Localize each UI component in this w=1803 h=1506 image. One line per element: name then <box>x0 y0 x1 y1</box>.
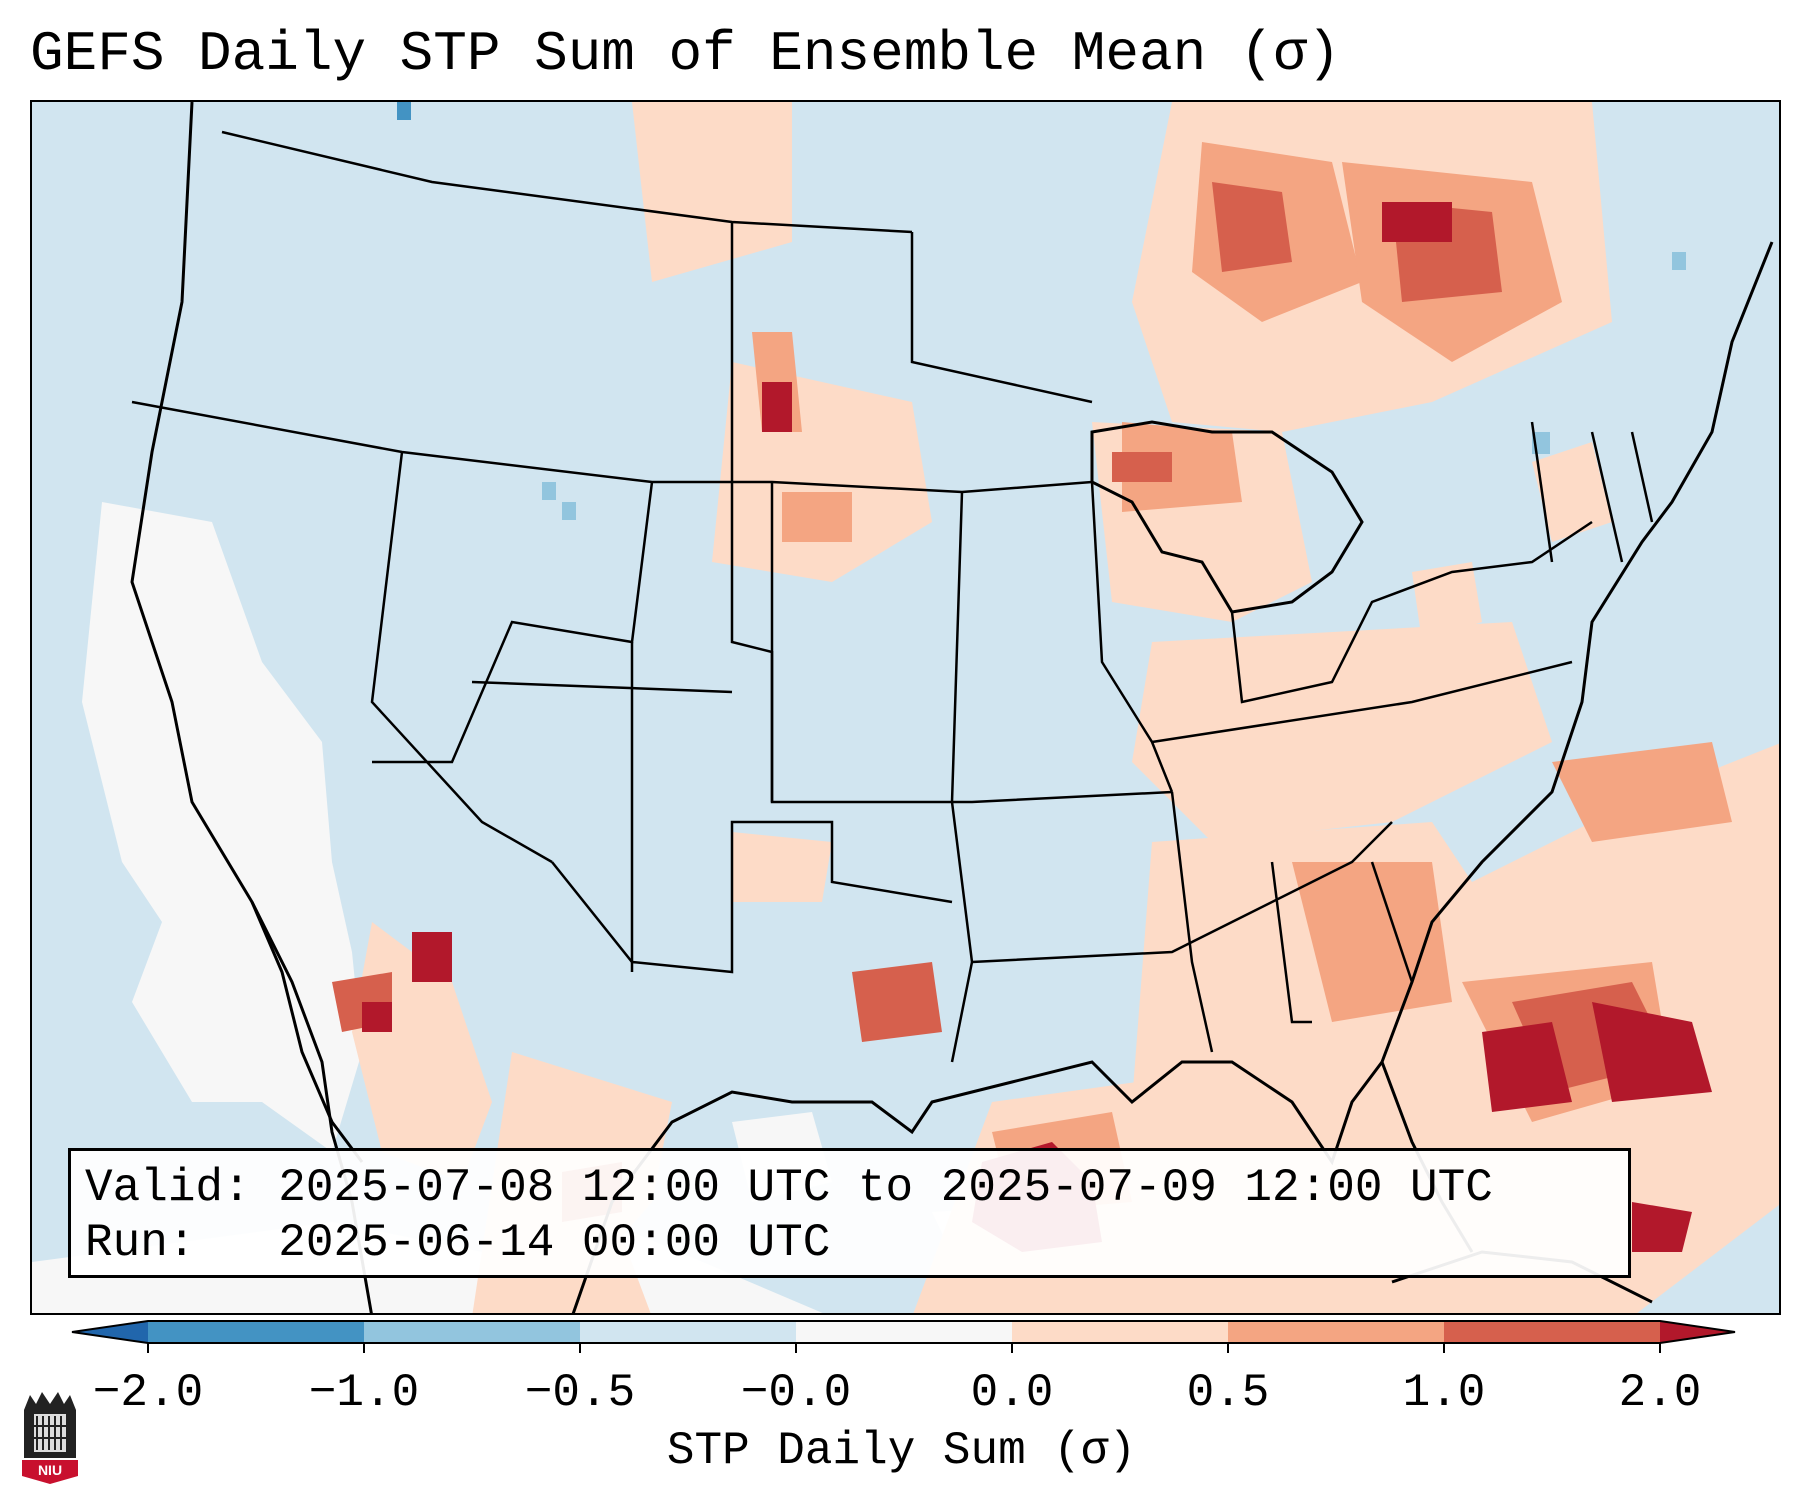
colorbar-label: STP Daily Sum (σ) <box>666 1425 1137 1477</box>
colorbar-tick-label: 2.0 <box>1618 1367 1702 1419</box>
colorbar-tick-lines <box>147 1343 1661 1353</box>
colorbar-bin <box>1012 1321 1229 1343</box>
colorbar-tick-label: 0.0 <box>970 1367 1054 1419</box>
stp-negative-strong-patch <box>397 102 411 120</box>
colorbar-bin <box>364 1321 581 1343</box>
colorbar-bins <box>148 1321 1661 1343</box>
logo-shield <box>22 1460 78 1484</box>
run-label: Run: <box>85 1217 196 1269</box>
niu-logo: NIU <box>22 1392 78 1484</box>
colorbar-over-triangle <box>1660 1321 1735 1343</box>
colorbar-bin <box>148 1321 365 1343</box>
colorbar-bin <box>1228 1321 1445 1343</box>
colorbar-tick-label: 0.5 <box>1186 1367 1270 1419</box>
valid-value: 2025-07-08 12:00 UTC to 2025-07-09 12:00… <box>278 1162 1493 1214</box>
colorbar-bin <box>796 1321 1013 1343</box>
colorbar-tick-label: −1.0 <box>308 1367 420 1419</box>
logo-text: NIU <box>38 1462 62 1478</box>
info-box: Valid: 2025-07-08 12:00 UTC to 2025-07-0… <box>68 1148 1631 1278</box>
coastline-borders <box>130 102 1774 1313</box>
valid-label: Valid: <box>85 1162 251 1214</box>
map-panel <box>30 100 1781 1315</box>
colorbar-tick-label: −0.0 <box>740 1367 852 1419</box>
run-value: 2025-06-14 00:00 UTC <box>278 1217 831 1269</box>
colorbar-bin <box>1444 1321 1661 1343</box>
colorbar-under-triangle <box>72 1321 148 1343</box>
state-boundaries <box>131 130 1654 1063</box>
stp-negative-patches <box>542 252 1686 520</box>
colorbar-tick-label: −0.5 <box>524 1367 636 1419</box>
colorbar <box>71 1320 1736 1353</box>
colorbar-tick-label: 1.0 <box>1402 1367 1486 1419</box>
colorbar-tick-label: −2.0 <box>92 1367 204 1419</box>
colorbar-bin <box>580 1321 797 1343</box>
map-canvas <box>32 102 1779 1313</box>
chart-title: GEFS Daily STP Sum of Ensemble Mean (σ) <box>30 22 1341 86</box>
